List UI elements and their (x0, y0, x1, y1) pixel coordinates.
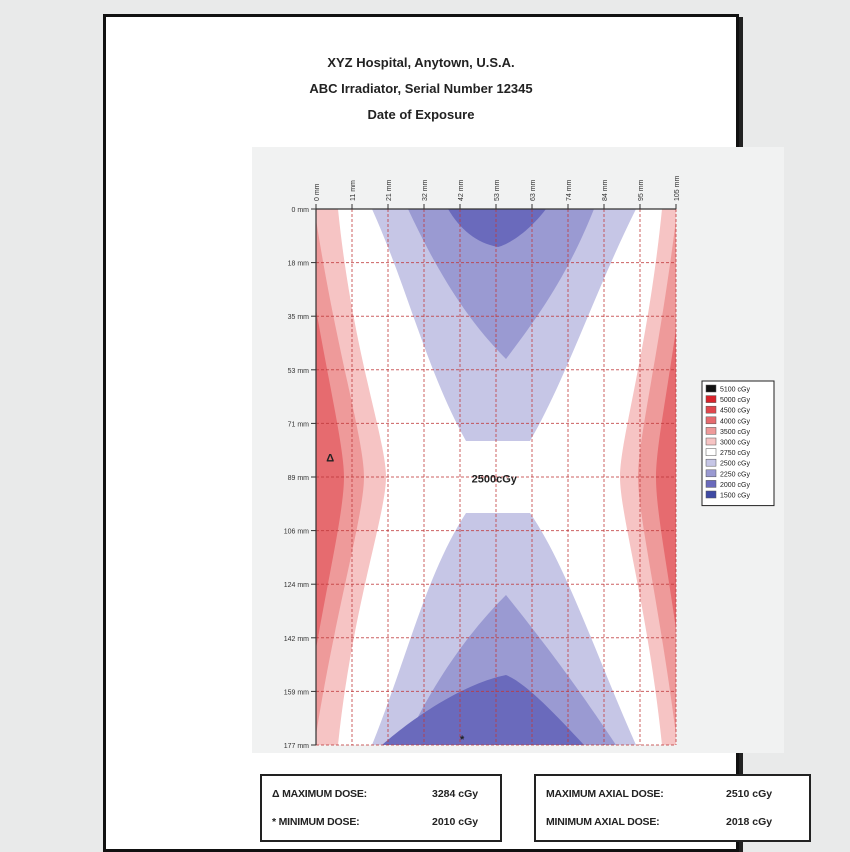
right-4000-band (656, 329, 676, 629)
exposure-date-title: Date of Exposure (367, 107, 475, 122)
irradiator-title: ABC Irradiator, Serial Number 12345 (309, 81, 533, 96)
x-tick-label: 74 mm (566, 179, 573, 201)
hospital-title: XYZ Hospital, Anytown, U.S.A. (327, 55, 515, 70)
legend-swatch (705, 427, 717, 435)
x-tick-label: 11 mm (350, 180, 357, 201)
legend-label: 4500 cGy (720, 408, 750, 415)
axial-dose-summary-box: MAXIMUM AXIAL DOSE: 2510 cGy MINIMUM AXI… (534, 774, 811, 842)
legend-swatch (705, 437, 717, 446)
legend-label: 1500 cGy (720, 493, 750, 500)
y-tick-label: 0 mm (292, 207, 310, 214)
legend-label: 5000 cGy (720, 397, 750, 404)
max-axial-dose-label: MAXIMUM AXIAL DOSE: (546, 788, 664, 800)
y-tick-label: 18 mm (288, 261, 310, 268)
max-dose-row: Δ MAXIMUM DOSE: 3284 cGy (262, 784, 500, 804)
legend-label: 2000 cGy (720, 482, 750, 489)
max-axial-dose-value: 2510 cGy (726, 788, 773, 800)
top-2250-region (408, 209, 594, 359)
legend-swatch (705, 490, 717, 499)
dose-summary-box: Δ MAXIMUM DOSE: 3284 cGy * MINIMUM DOSE:… (260, 774, 502, 842)
min-dose-value: 2010 cGy (432, 816, 479, 828)
legend-swatch (705, 458, 717, 467)
left-4000-band (316, 309, 344, 649)
legend-label: 5100 cGy (720, 387, 750, 394)
x-tick-label: 42 mm (458, 179, 465, 201)
y-tick-label: 142 mm (284, 636, 309, 643)
min-dose-row: * MINIMUM DOSE: 2010 cGy (262, 812, 500, 832)
y-tick-label: 35 mm (288, 314, 310, 321)
legend-label: 3500 cGy (720, 429, 750, 436)
x-tick-label: 53 mm (494, 179, 501, 201)
min-dose-label: * MINIMUM DOSE: (272, 816, 360, 828)
legend-label: 3000 cGy (720, 440, 750, 447)
x-tick-label: 21 mm (386, 179, 393, 201)
y-tick-label: 159 mm (284, 689, 309, 696)
legend-swatch (705, 469, 717, 478)
legend-swatch (705, 480, 717, 488)
x-tick-label: 105 mm (674, 176, 681, 201)
legend-swatch (705, 384, 717, 393)
min-axial-dose-value: 2018 cGy (726, 816, 773, 828)
legend-label: 4000 cGy (720, 418, 750, 425)
top-2000-region (448, 209, 546, 247)
max-dose-marker: Δ (326, 452, 334, 464)
x-tick-label: 95 mm (638, 179, 645, 201)
legend-swatch (705, 448, 717, 456)
legend-label: 2750 cGy (720, 450, 750, 457)
max-dose-label: Δ MAXIMUM DOSE: (272, 788, 367, 800)
max-dose-value: 3284 cGy (432, 788, 479, 800)
y-tick-label: 124 mm (284, 582, 309, 589)
legend-label: 2250 cGy (720, 471, 750, 478)
min-dose-marker: * (460, 734, 465, 746)
y-tick-label: 71 mm (288, 421, 310, 428)
legend-swatch (705, 405, 717, 414)
min-axial-dose-row: MINIMUM AXIAL DOSE: 2018 cGy (536, 812, 809, 832)
legend-label: 2500 cGy (720, 461, 750, 468)
bottom-2000-region (382, 675, 584, 745)
dose-map-chart: 0 mm 11 mm 21 mm 32 mm 42 mm 53 mm 63 mm 74 mm 8… (284, 176, 775, 750)
x-tick-label: 32 mm (422, 179, 429, 201)
x-tick-label: 84 mm (602, 179, 609, 201)
x-tick-label: 63 mm (530, 179, 537, 201)
legend-swatch (705, 395, 717, 403)
legend-swatch (705, 416, 717, 425)
y-tick-label: 89 mm (288, 475, 310, 482)
center-dose-label: 2500cGy (472, 474, 518, 486)
y-tick-label: 177 mm (284, 743, 309, 750)
min-axial-dose-label: MINIMUM AXIAL DOSE: (546, 816, 660, 828)
dose-map-document: XYZ Hospital, Anytown, U.S.A. ABC Irradi… (103, 14, 811, 852)
max-axial-dose-row: MAXIMUM AXIAL DOSE: 2510 cGy (536, 784, 809, 804)
y-tick-label: 106 mm (284, 529, 309, 536)
x-tick-label: 0 mm (314, 183, 321, 201)
y-tick-label: 53 mm (288, 368, 310, 375)
legend: 5100 cGy 5000 cGy 4500 cGy 4000 cGy 3500 cGy… (701, 380, 775, 507)
